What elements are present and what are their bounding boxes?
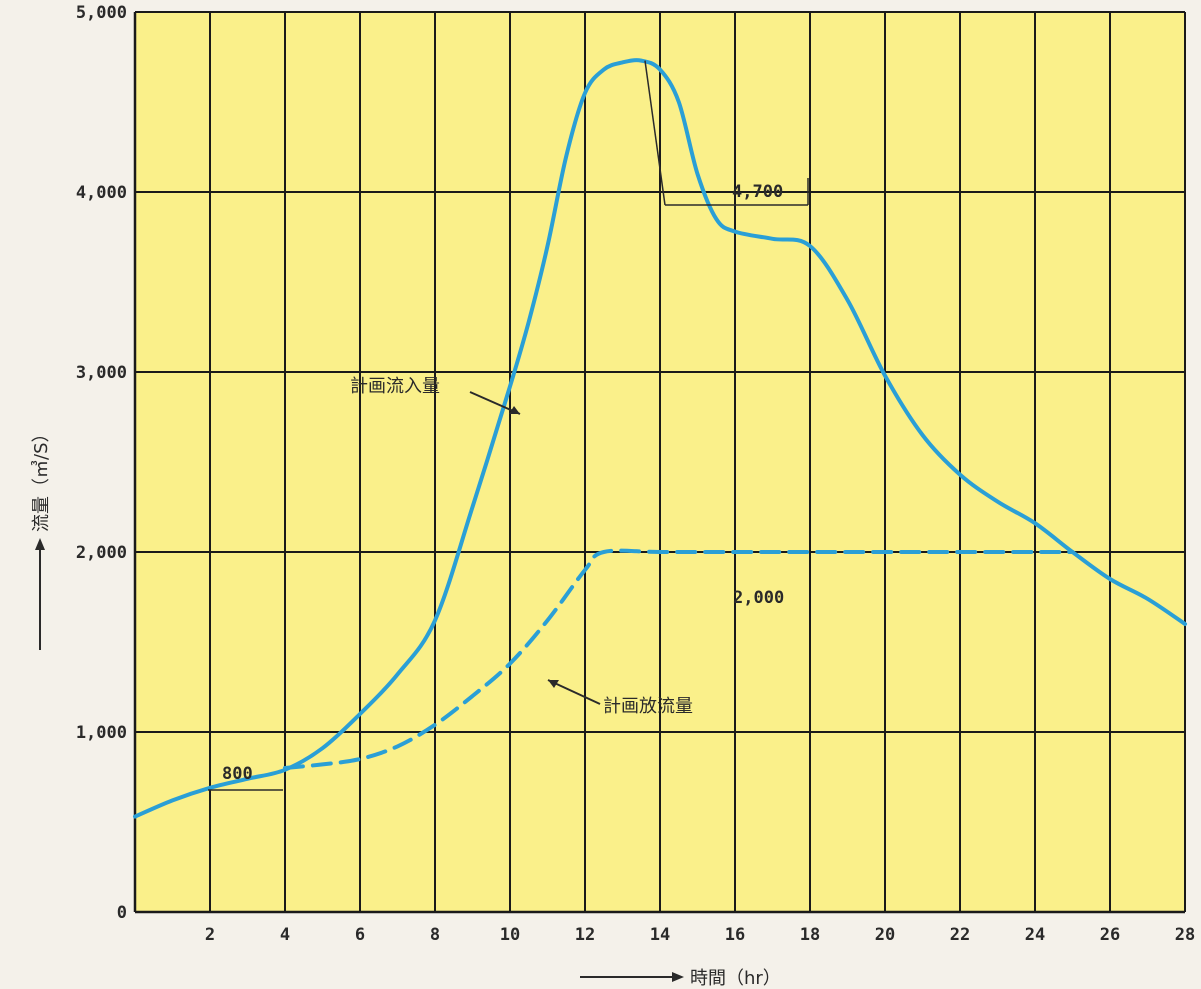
x-tick-label: 8 [430, 925, 440, 945]
x-tick-label: 20 [875, 925, 895, 945]
y-tick-label: 5,000 [76, 3, 127, 23]
y-axis-arrowhead [35, 538, 45, 550]
y-axis-title: 流量（㎥/S） [31, 425, 52, 533]
x-tick-label: 26 [1100, 925, 1120, 945]
x-tick-label: 14 [650, 925, 670, 945]
annotation-start-value: 800 [222, 764, 253, 784]
discharge-leader-line [547, 679, 601, 705]
y-axis-title-group: 流量（㎥/S） [31, 425, 52, 650]
x-tick-label: 4 [280, 925, 290, 945]
series-line-discharge [283, 548, 1075, 770]
x-tick-label: 22 [950, 925, 970, 945]
annotation-peak-value: 4,700 [732, 182, 783, 202]
x-tick-label: 12 [575, 925, 595, 945]
series-label-inflow: 計画流入量 [350, 376, 440, 397]
series-label-discharge: 計画放流量 [603, 696, 693, 717]
x-tick-label: 28 [1175, 925, 1195, 945]
x-tick-label: 18 [800, 925, 820, 945]
y-tick-label: 1,000 [76, 723, 127, 743]
x-tick-label: 2 [205, 925, 215, 945]
y-tick-label: 0 [117, 903, 127, 923]
y-tick-label: 2,000 [76, 543, 127, 563]
inflow-leader-arrowhead [509, 406, 520, 414]
discharge-leader-arrowhead [548, 680, 559, 688]
annotation-plateau-value: 2,000 [733, 588, 784, 608]
y-tick-label: 4,000 [76, 183, 127, 203]
series-line-inflow [133, 58, 1187, 819]
x-tick-label: 10 [500, 925, 520, 945]
x-tick-label: 6 [355, 925, 365, 945]
x-tick-label: 24 [1025, 925, 1045, 945]
y-tick-label: 3,000 [76, 363, 127, 383]
x-axis-arrowhead [672, 972, 684, 982]
x-axis-title: 時間（hr） [690, 968, 781, 989]
peak-annotation-leader [644, 60, 666, 206]
x-tick-label: 16 [725, 925, 745, 945]
